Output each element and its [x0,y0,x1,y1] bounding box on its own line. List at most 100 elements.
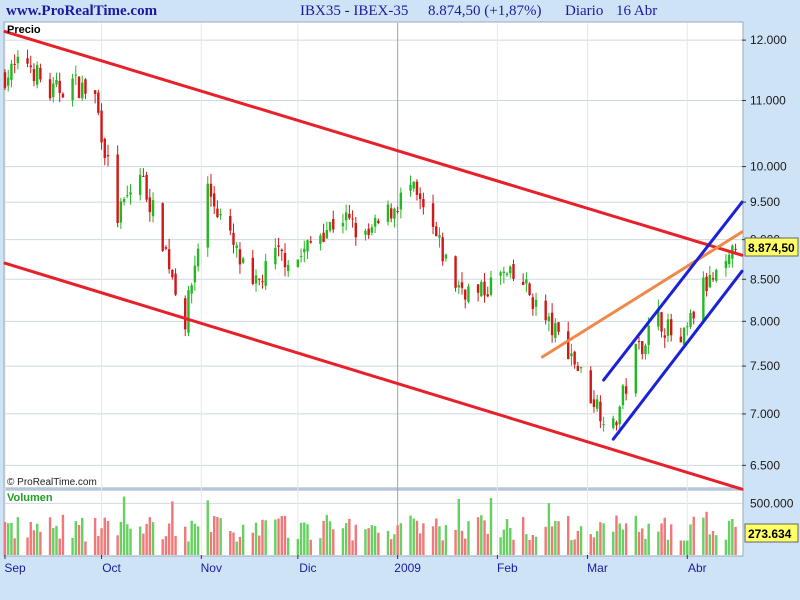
price-tick-label: 8.500 [750,272,780,286]
volume-bar [418,533,422,555]
trendline [3,30,744,257]
watermark: © ProRealTime.com [7,477,97,488]
candle-body [595,399,599,409]
volume-bar [16,517,20,555]
candle-body [196,248,200,267]
volume-bar [319,538,322,555]
volume-bar [486,533,489,555]
volume-bar [209,531,213,555]
volume-bar [592,537,596,555]
candle-body [715,269,718,281]
volume-bar [663,517,666,555]
candle-body [190,285,193,294]
period-label: Diario [565,3,604,19]
candle-body [364,230,367,235]
candle-body [151,200,155,217]
candle-body [3,72,7,88]
volume-bar [258,535,261,555]
candle-body [264,260,267,286]
candle-body [13,63,16,65]
candle-body [689,312,692,327]
volume-bar [55,525,58,555]
price-tick-label: 10.000 [750,160,787,174]
volume-bar [489,498,493,555]
volume-bar [212,515,216,555]
trendlines [3,30,744,491]
volume-bar [328,521,332,555]
candle-body [444,254,448,259]
volume-bar [637,531,641,555]
volume-bar [657,531,660,555]
price-tick-label: 6.500 [750,458,780,472]
volume-bar [322,520,325,555]
candle-body [119,201,123,223]
candle-body [238,249,242,265]
candle-body [32,69,36,81]
candle-body [171,269,174,278]
candle-body [557,322,560,332]
candle-body [332,219,335,230]
candle-body [573,351,576,365]
price-tick-label: 9.500 [750,195,780,209]
volume-bar [264,520,267,555]
price-tick-label: 7.000 [750,407,780,421]
volume-bar [647,523,650,555]
volume-bar [615,515,618,555]
volume-bar [187,541,190,555]
candle-body [296,259,300,268]
volume-bar [122,496,126,555]
volume-bar [193,523,197,555]
volume-bar [274,519,277,555]
price-tick-label: 11.000 [750,93,786,107]
candle-body [161,203,164,251]
volume-bar [232,532,235,555]
candle-body [261,281,264,283]
candle-body [341,222,345,227]
volume-bar [26,537,29,555]
candle-body [599,401,602,422]
volume-bar [97,535,100,555]
volume-bar [499,537,502,555]
candle-body [711,278,715,280]
volume-bar [116,535,119,555]
volume-bar [251,532,255,555]
volume-bar [354,524,358,555]
candle-body [344,212,348,221]
volume-bar [341,528,345,555]
candle-body [219,214,222,216]
volume-tick-label: 500.000 [750,496,794,510]
volume-bar [521,517,525,555]
candle-body [531,297,535,309]
candle-body [483,281,486,296]
candle-body [708,275,712,288]
candle-body [660,312,663,332]
volume-bar [705,511,708,555]
time-tick-label: Mar [587,561,608,575]
candle-body [579,367,583,369]
candle-body [724,261,728,268]
candle-body [399,192,403,210]
volume-bar [171,501,174,555]
volume-bar [277,518,280,555]
candle-body [319,235,322,244]
time-tick-label: Dic [299,561,316,575]
last-volume-label: 273.634 [748,527,792,541]
candle-body [412,182,415,189]
volume-bar [161,539,164,555]
candle-body [77,76,81,99]
candle-body [71,78,74,101]
site-name[interactable]: www.ProRealTime.com [6,3,158,19]
volume-bar [734,526,737,555]
candle-body [251,257,255,285]
volume-bar [476,517,480,555]
candle-body [534,299,538,307]
candle-body [727,254,731,265]
candle-body [618,406,621,425]
candle-body [212,193,216,207]
candle-body [467,286,470,302]
candle-body [435,226,438,237]
volume-bar [435,518,438,555]
volume-bar [174,535,177,555]
volume-bar [81,517,84,555]
